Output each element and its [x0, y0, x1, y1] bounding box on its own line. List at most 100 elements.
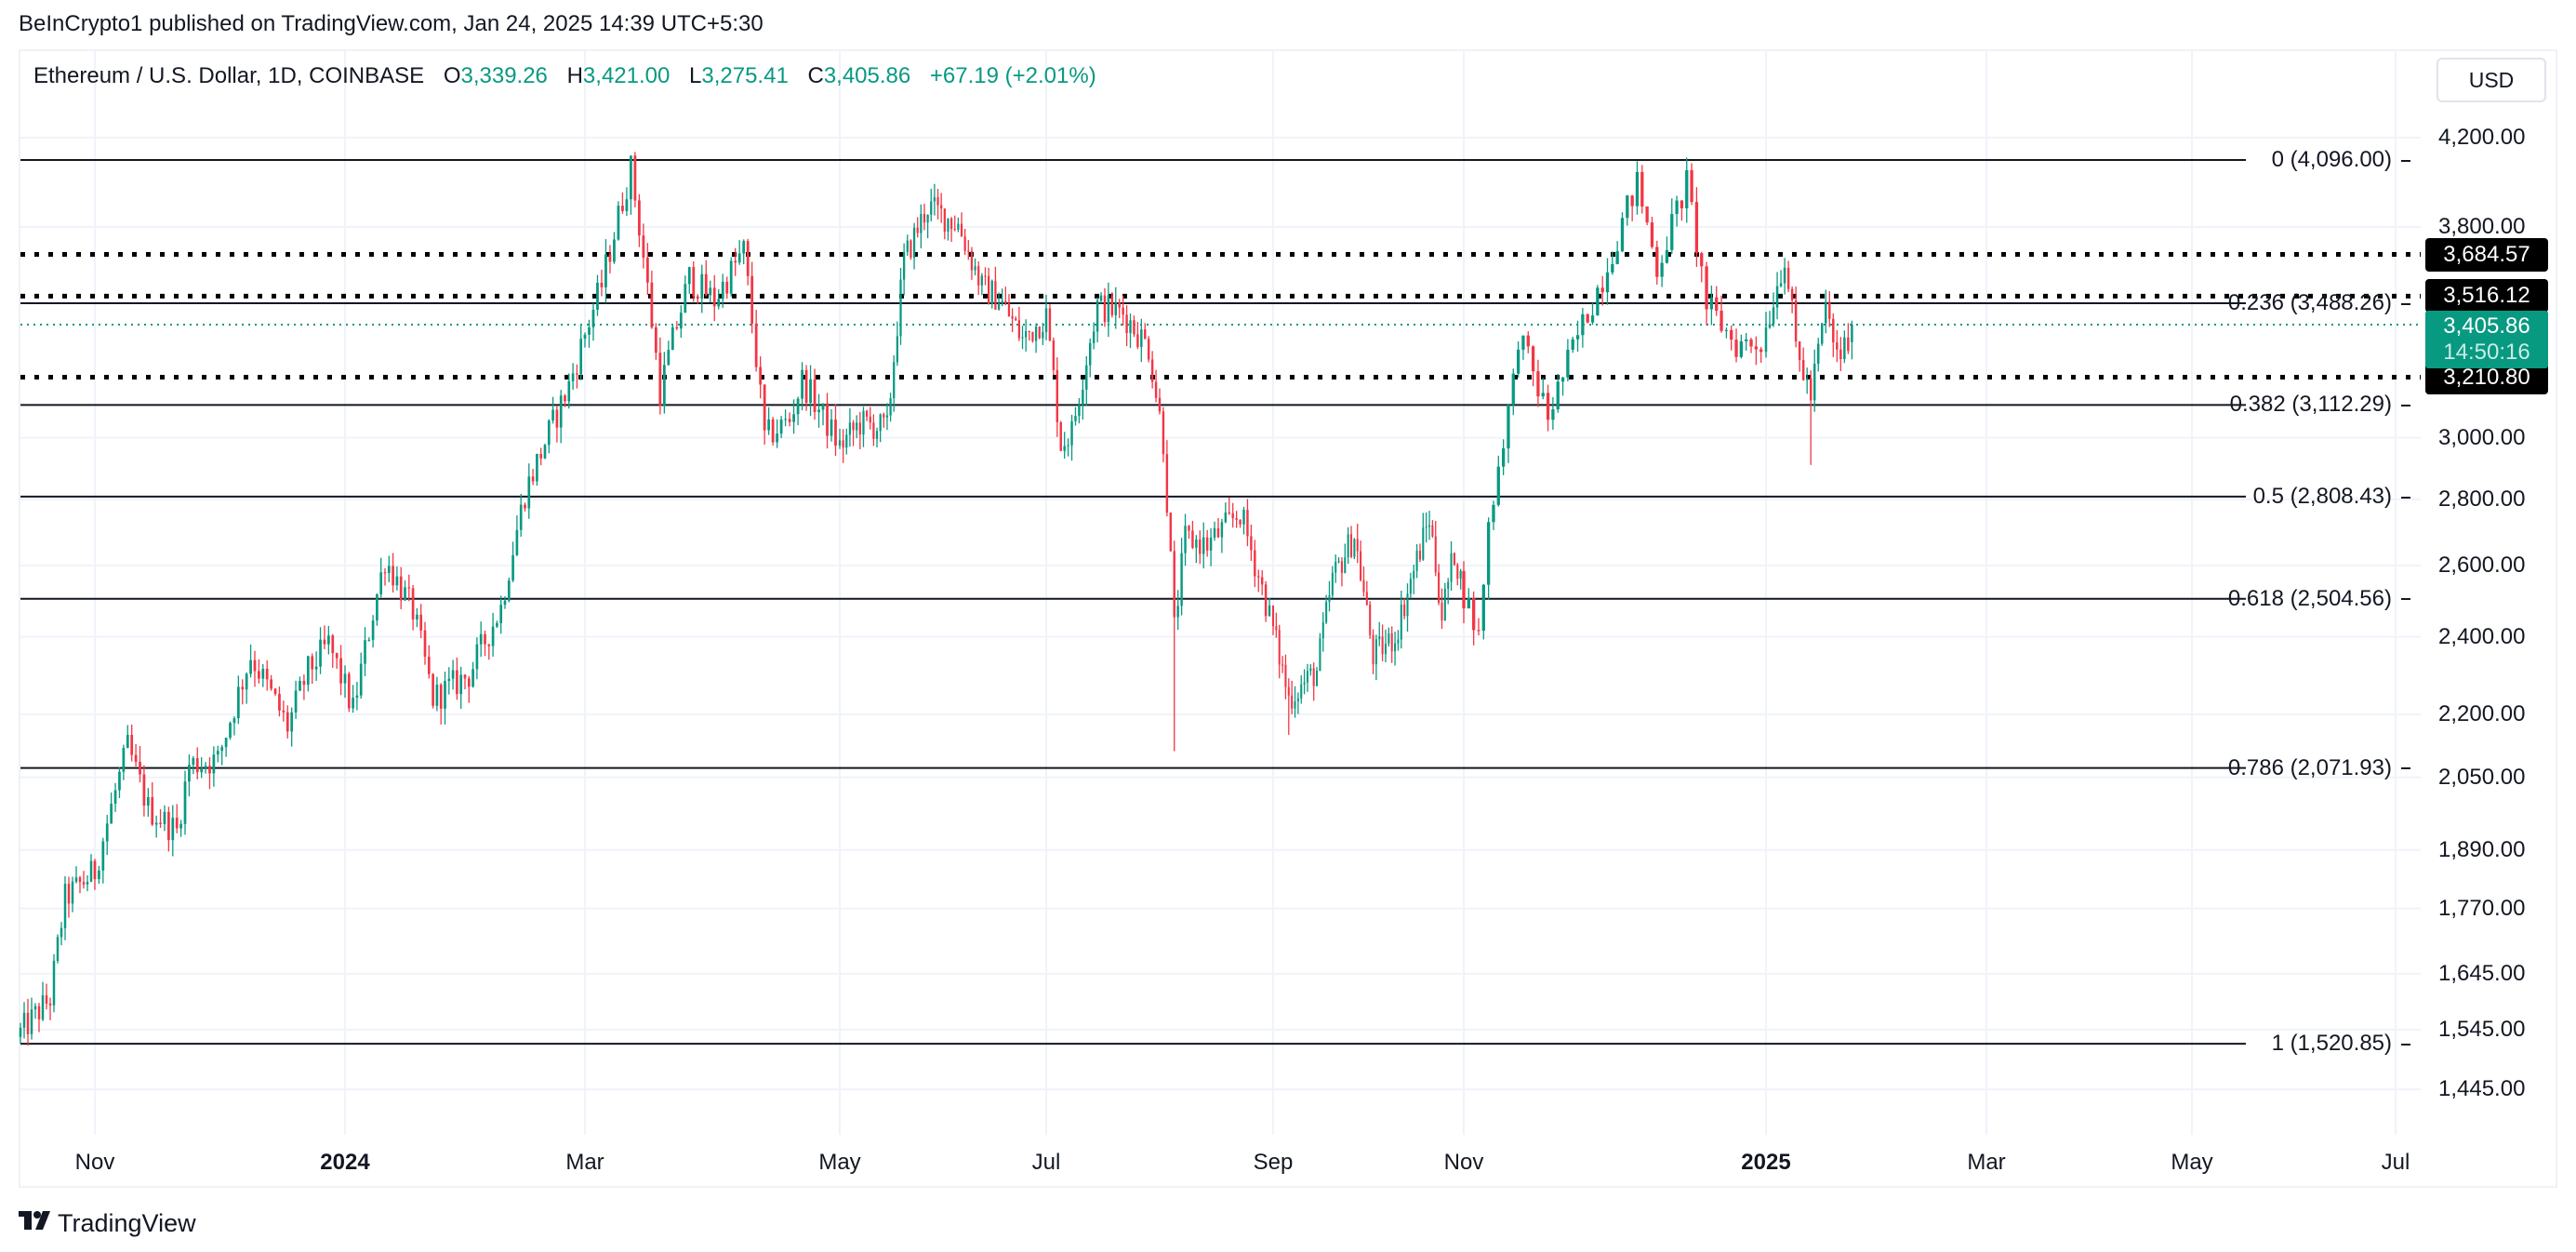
candle-up	[204, 766, 207, 768]
price-tick-label: 4,200.00	[2438, 125, 2526, 150]
candle-down	[1434, 536, 1437, 573]
candle-up	[314, 666, 318, 670]
candle-down	[419, 614, 423, 631]
candle-down	[93, 860, 97, 880]
candle-up	[1745, 339, 1748, 341]
candle-down	[253, 659, 257, 672]
candle-up	[1501, 448, 1506, 467]
candle-down	[564, 395, 566, 402]
candle-up	[379, 572, 383, 594]
candle-down	[1655, 246, 1659, 277]
candle-down	[923, 213, 926, 223]
candle-up	[146, 796, 150, 806]
candle-down	[1136, 334, 1139, 348]
candle-down	[175, 818, 179, 829]
candle-up	[1709, 297, 1714, 310]
candle-up	[1309, 668, 1312, 672]
candle-down	[910, 240, 912, 258]
candle-up	[830, 420, 833, 436]
time-tick-label: Jul	[2381, 1150, 2410, 1175]
time-tick-label: 2025	[1741, 1150, 1791, 1175]
candle-up	[1605, 272, 1610, 293]
fib-level-label: 0.236 (3,488.26)	[2228, 290, 2410, 316]
candle-up	[1325, 602, 1328, 623]
candle-down	[1526, 335, 1530, 347]
candle-up	[1670, 214, 1674, 250]
candle-up	[30, 1009, 33, 1034]
candle-up	[767, 419, 771, 431]
candle-down	[1546, 393, 1550, 420]
candle-up	[1581, 313, 1585, 336]
candle-up	[679, 313, 683, 329]
candle-up	[862, 410, 865, 435]
candle-up	[1425, 526, 1427, 528]
candle-up	[687, 267, 691, 285]
candle-down	[335, 653, 339, 659]
candlestick-series	[19, 152, 1853, 1046]
candle-up	[19, 1027, 22, 1037]
candle-down	[1462, 570, 1466, 609]
candle-up	[974, 266, 976, 271]
price-tick-label: 2,600.00	[2438, 552, 2526, 578]
candle-down	[524, 504, 526, 509]
candle-down	[1839, 349, 1842, 360]
candle-down	[67, 884, 71, 904]
candle-up	[1516, 349, 1520, 374]
candle-up	[591, 309, 595, 327]
candle-down	[1847, 337, 1850, 352]
candle-up	[192, 758, 195, 766]
candle-up	[742, 241, 746, 254]
candle-down	[1231, 513, 1234, 519]
candle-up	[1078, 405, 1081, 417]
candle-up	[821, 403, 825, 410]
candle-up	[367, 639, 371, 641]
candle-down	[1600, 287, 1604, 293]
candle-up	[306, 656, 310, 686]
candle-down	[1694, 202, 1699, 254]
candle-up	[1070, 420, 1073, 446]
candle-down	[858, 422, 861, 435]
candle-up	[1082, 389, 1084, 406]
candle-down	[960, 223, 963, 237]
candle-up	[290, 712, 294, 732]
candle-up	[41, 995, 45, 1019]
candle-down	[1650, 222, 1654, 247]
candle-down	[142, 774, 146, 806]
candle-up	[912, 227, 916, 258]
candle-up	[1303, 682, 1306, 685]
tradingview-logo[interactable]: TradingView	[19, 1207, 196, 1239]
candle-down	[1239, 519, 1242, 525]
candle-up	[547, 420, 551, 446]
fib-level-label: 1 (1,520.85)	[2272, 1031, 2410, 1057]
candle-up	[1099, 295, 1103, 301]
candle-up	[113, 790, 117, 805]
candle-down	[916, 227, 919, 233]
candle-down	[576, 373, 578, 375]
candle-up	[232, 718, 236, 724]
candle-down	[1118, 302, 1121, 308]
candle-up	[118, 771, 121, 791]
candle-up	[662, 365, 666, 406]
candle-down	[1275, 626, 1278, 631]
candle-down	[423, 630, 427, 657]
candle-down	[26, 1012, 30, 1034]
candle-up	[1021, 337, 1024, 339]
candle-down	[1586, 313, 1589, 323]
candle-down	[1257, 576, 1260, 578]
candle-up	[56, 937, 60, 961]
candle-up	[1406, 593, 1409, 617]
low-label: L	[689, 63, 702, 88]
candle-down	[1700, 253, 1704, 267]
candle-down	[1264, 584, 1268, 617]
candle-up	[893, 362, 896, 399]
currency-button[interactable]: USD	[2437, 58, 2546, 102]
candle-up	[1486, 522, 1491, 585]
symbol-name[interactable]: Ethereum / U.S. Dollar, 1D, COINBASE	[33, 63, 425, 88]
candle-down	[265, 668, 269, 680]
candle-down	[531, 476, 535, 482]
fib-level-label: 0.382 (3,112.29)	[2230, 392, 2410, 418]
candle-down	[988, 275, 990, 304]
candle-down	[1536, 371, 1540, 397]
candle-up	[1337, 561, 1340, 563]
